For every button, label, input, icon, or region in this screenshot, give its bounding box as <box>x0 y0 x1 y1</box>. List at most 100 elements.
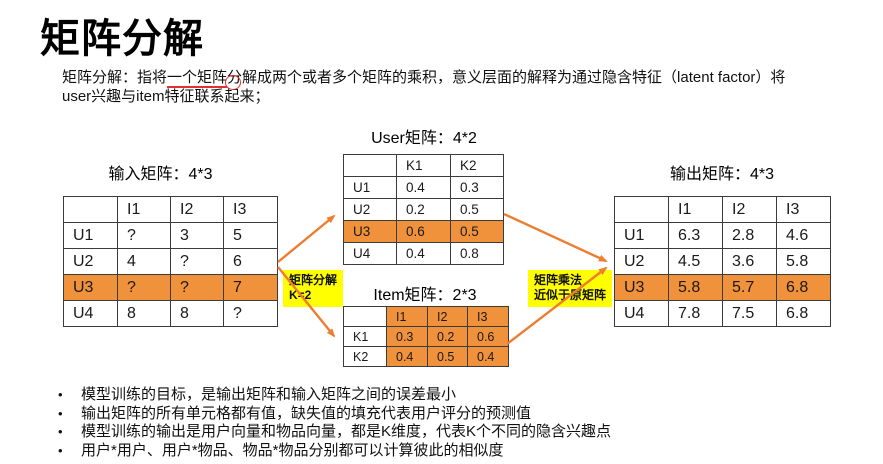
matrix-cell: 6 <box>223 248 278 275</box>
matrix-cell: ? <box>170 274 224 301</box>
matrix-cell: 4 <box>117 248 171 275</box>
table-row-highlighted: U3 5.8 5.7 6.8 <box>614 274 831 301</box>
bullet-item: 模型训练的目标，是输出矩阵和输入矩阵之间的误差最小 <box>56 386 611 405</box>
bullet-item: 输出矩阵的所有单元格都有值，缺失值的填充代表用户评分的预测值 <box>56 405 611 424</box>
table-row: U1 0.4 0.3 <box>343 176 504 199</box>
matrix-cell: 0.8 <box>450 242 504 265</box>
red-circle-annotation: 分 <box>225 69 243 90</box>
table-row: U1 ? 3 5 <box>63 222 278 249</box>
matrix-row-label: U1 <box>343 176 397 199</box>
bullet-item: 用户*用户、用户*物品、物品*物品分别都可以计算彼此的相似度 <box>56 442 611 461</box>
page-title: 矩阵分解 <box>40 17 204 61</box>
matrix-cell: 0.2 <box>396 198 451 221</box>
callout-multiply-line2: 近似于原矩阵 <box>534 288 607 302</box>
table-row: U4 7.8 7.5 6.8 <box>614 300 831 327</box>
matrix-cell: 0.3 <box>450 176 504 199</box>
table-row: K2 0.4 0.5 0.4 <box>343 346 509 367</box>
matrix-cell: 0.5 <box>427 346 468 367</box>
matrix-header-cell: I3 <box>223 196 278 223</box>
bullet-text: 模型训练的输出是用户向量和物品向量，都是K维度，代表K个不同的隐含兴趣点 <box>81 423 612 440</box>
bullet-text: 用户*用户、用户*物品、物品*物品分别都可以计算彼此的相似度 <box>81 441 504 459</box>
table-row: U2 0.2 0.5 <box>343 198 504 221</box>
output-matrix-title: 输出矩阵：4*3 <box>669 166 775 183</box>
description-text: 解成两个或者多个矩阵的乘积，意义层面的解释为通过隐含特征（latent fact… <box>242 69 786 86</box>
table-row: K1 0.3 0.2 0.6 <box>343 326 509 347</box>
table-row: U4 0.4 0.8 <box>343 242 504 265</box>
matrix-row-label: U3 <box>614 274 669 301</box>
table-row: U2 4.5 3.6 5.8 <box>614 248 831 275</box>
matrix-row-label: U1 <box>614 222 669 249</box>
matrix-header-cell: I1 <box>668 196 723 223</box>
matrix-cell: 4.5 <box>668 248 723 275</box>
matrix-cell: 0.5 <box>450 198 504 221</box>
matrix-cell: 0.3 <box>386 326 428 347</box>
callout-decompose-line1: 矩阵分解 <box>289 273 338 287</box>
matrix-cell: 0.5 <box>450 220 504 243</box>
matrix-header-cell <box>614 196 669 223</box>
matrix-cell: 5 <box>223 222 278 249</box>
matrix-cell: 0.4 <box>396 242 451 265</box>
bullet-item: 模型训练的输出是用户向量和物品向量，都是K维度，代表K个不同的隐含兴趣点 <box>56 423 611 442</box>
user-matrix-title: User矩阵：4*2 <box>371 130 477 147</box>
matrix-cell: 0.6 <box>467 326 509 347</box>
matrix-row-label: U2 <box>343 198 397 221</box>
matrix-header-cell: K1 <box>396 154 451 177</box>
table-row: U1 6.3 2.8 4.6 <box>614 222 831 249</box>
matrix-cell: 6.8 <box>776 300 831 327</box>
description-text: 矩阵分解：指将 <box>62 69 168 86</box>
table-row: I1 I2 I3 <box>63 196 278 223</box>
matrix-cell: 0.4 <box>467 346 509 367</box>
matrix-cell: 7.5 <box>722 300 777 327</box>
table-row: U2 4 ? 6 <box>63 248 278 275</box>
matrix-cell: 0.4 <box>386 346 428 367</box>
matrix-cell: 5.7 <box>722 274 777 301</box>
red-underline-annotation: 一个矩阵 <box>167 69 228 88</box>
item-matrix-table: I1 I2 I3 K1 0.3 0.2 0.6 K2 0.4 0.5 0.4 <box>343 306 509 367</box>
matrix-cell: 4.6 <box>776 222 831 249</box>
matrix-header-cell: I2 <box>427 306 468 327</box>
matrix-cell: 0.2 <box>427 326 468 347</box>
matrix-cell: 8 <box>170 300 224 327</box>
matrix-row-label: U2 <box>614 248 669 275</box>
input-matrix-title: 输入矩阵：4*3 <box>108 166 213 183</box>
matrix-cell: ? <box>117 274 171 301</box>
callout-decompose: 矩阵分解 K=2 <box>283 270 344 307</box>
description-line-1: 矩阵分解：指将一个矩阵分解成两个或者多个矩阵的乘积，意义层面的解释为通过隐含特征… <box>62 69 786 90</box>
matrix-row-label: U4 <box>343 242 397 265</box>
table-row: I1 I2 I3 <box>614 196 831 223</box>
matrix-cell: 7 <box>223 274 278 301</box>
matrix-cell: 3 <box>170 222 224 249</box>
matrix-row-label: U2 <box>63 248 118 275</box>
callout-multiply: 矩阵乘法 近似于原矩阵 <box>528 270 613 307</box>
matrix-row-label: K2 <box>343 346 387 367</box>
matrix-header-cell <box>343 154 397 177</box>
matrix-row-label: U3 <box>63 274 118 301</box>
matrix-header-cell: I3 <box>467 306 509 327</box>
matrix-cell: 6.8 <box>776 274 831 301</box>
output-matrix-table: I1 I2 I3 U1 6.3 2.8 4.6 U2 4.5 3.6 5.8 U… <box>614 196 831 327</box>
bullet-list: 模型训练的目标，是输出矩阵和输入矩阵之间的误差最小 输出矩阵的所有单元格都有值，… <box>56 386 611 460</box>
user-matrix-table: K1 K2 U1 0.4 0.3 U2 0.2 0.5 U3 0.6 0.5 U… <box>343 154 504 265</box>
matrix-row-label: K1 <box>343 326 387 347</box>
table-row: K1 K2 <box>343 154 504 177</box>
bullet-text: 模型训练的目标，是输出矩阵和输入矩阵之间的误差最小 <box>81 386 457 403</box>
matrix-cell: 5.8 <box>668 274 723 301</box>
item-matrix-title: Item矩阵：2*3 <box>373 287 477 304</box>
matrix-cell: 0.6 <box>396 220 451 243</box>
callout-decompose-line2: K=2 <box>289 288 312 302</box>
bullet-text: 输出矩阵的所有单元格都有值，缺失值的填充代表用户评分的预测值 <box>81 404 532 422</box>
matrix-header-cell <box>63 196 118 223</box>
arrow-input-to-user <box>277 214 336 263</box>
matrix-cell: 0.4 <box>396 176 451 199</box>
matrix-header-cell: K2 <box>450 154 504 177</box>
matrix-cell: 2.8 <box>722 222 777 249</box>
matrix-header-cell: I1 <box>117 196 171 223</box>
matrix-header-cell: I1 <box>386 306 428 327</box>
matrix-row-label: U1 <box>63 222 118 249</box>
table-row: U4 8 8 ? <box>63 300 278 327</box>
description-line-2: user兴趣与item特征联系起来； <box>62 88 270 105</box>
matrix-cell: 8 <box>117 300 171 327</box>
matrix-header-cell: I2 <box>722 196 777 223</box>
matrix-row-label: U3 <box>343 220 397 243</box>
